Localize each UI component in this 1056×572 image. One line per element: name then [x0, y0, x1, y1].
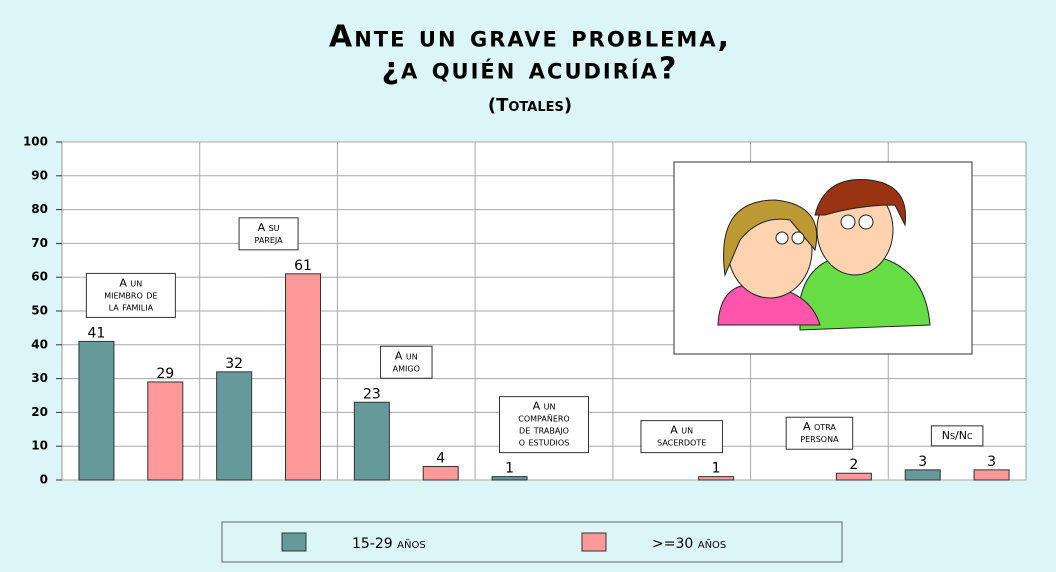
legend-label: >=30 años	[652, 536, 726, 552]
value-label: 1	[505, 461, 514, 477]
value-label: 61	[294, 258, 312, 274]
value-label: 1	[712, 461, 721, 477]
chart-title: ¿a quién acudiría?	[382, 52, 679, 87]
category-label: Ns/Nc	[942, 429, 973, 442]
bar	[79, 341, 114, 480]
bar	[905, 470, 940, 480]
value-label: 4	[436, 450, 445, 466]
bar	[492, 477, 527, 480]
y-tick-label: 50	[31, 304, 48, 318]
bar	[354, 402, 389, 480]
value-label: 3	[987, 454, 996, 470]
value-label: 29	[156, 366, 174, 382]
y-tick-label: 70	[31, 236, 48, 250]
bar	[699, 477, 734, 480]
y-tick-label: 10	[31, 439, 48, 453]
value-label: 23	[363, 386, 381, 402]
chart: Ante un grave problema, ¿a quién acudirí…	[0, 0, 1056, 572]
bar	[148, 382, 183, 480]
chart-subtitle: (Totales)	[488, 95, 572, 116]
shape	[792, 232, 804, 244]
bar	[286, 274, 321, 480]
legend	[222, 522, 842, 562]
category-label: amigo	[393, 361, 420, 374]
y-tick-label: 80	[31, 202, 48, 216]
bar	[423, 466, 458, 480]
shape	[859, 215, 873, 229]
y-tick-label: 0	[40, 473, 48, 487]
y-tick-label: 60	[31, 270, 48, 284]
value-label: 32	[225, 356, 243, 372]
illustration	[674, 162, 972, 354]
category-label: la familia	[109, 300, 154, 313]
shape	[776, 232, 788, 244]
category-label: sacerdote	[657, 436, 706, 449]
legend-swatch	[282, 533, 306, 551]
y-tick-label: 30	[31, 371, 48, 385]
legend-label: 15-29 años	[352, 536, 426, 552]
value-label: 2	[849, 457, 858, 473]
y-tick-label: 100	[23, 135, 48, 149]
chart-title: Ante un grave problema,	[329, 20, 731, 55]
bar	[836, 473, 871, 480]
bar	[974, 470, 1009, 480]
y-tick-label: 20	[31, 405, 48, 419]
value-label: 41	[88, 325, 106, 341]
y-tick-label: 90	[31, 168, 48, 182]
category-label: persona	[800, 432, 839, 445]
value-label: 3	[918, 454, 927, 470]
y-tick-label: 40	[31, 337, 48, 351]
bar	[217, 372, 252, 480]
legend-swatch	[582, 533, 606, 551]
category-label: o estudios	[519, 436, 570, 449]
shape	[841, 215, 855, 229]
category-label: pareja	[255, 233, 284, 246]
